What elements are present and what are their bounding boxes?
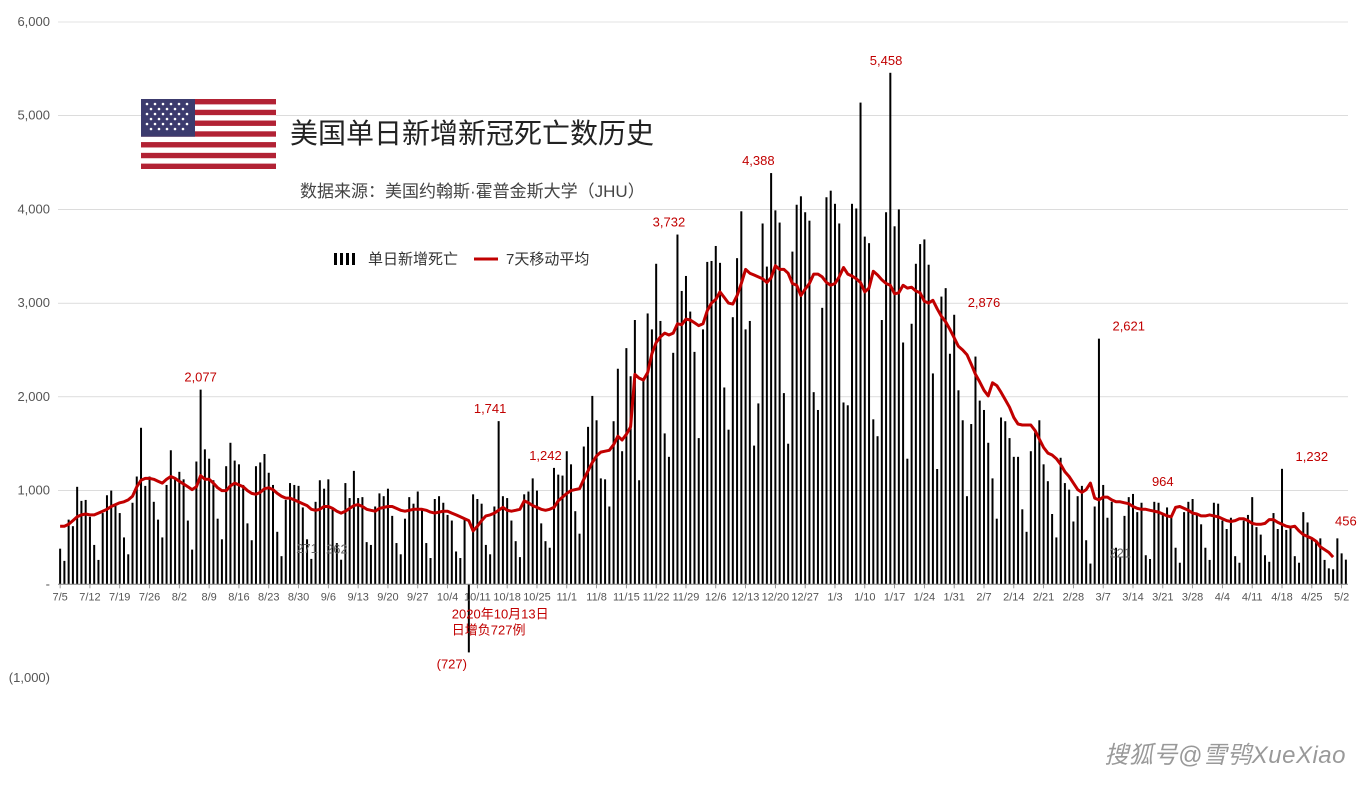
svg-text:3/28: 3/28	[1182, 591, 1203, 603]
svg-text:8/2: 8/2	[172, 591, 187, 603]
svg-text:8/9: 8/9	[201, 591, 216, 603]
svg-text:1/31: 1/31	[943, 591, 964, 603]
svg-text:5,458: 5,458	[870, 53, 903, 68]
svg-text:日增负727例: 日增负727例	[452, 622, 526, 637]
svg-text:8/16: 8/16	[228, 591, 249, 603]
svg-text:8/30: 8/30	[288, 591, 309, 603]
svg-text:262: 262	[326, 542, 348, 557]
svg-text:1/3: 1/3	[827, 591, 842, 603]
svg-text:5/2: 5/2	[1334, 591, 1349, 603]
svg-text:12/13: 12/13	[732, 591, 760, 603]
svg-text:3/21: 3/21	[1152, 591, 1173, 603]
svg-text:4,000: 4,000	[17, 201, 50, 216]
svg-text:2,621: 2,621	[1112, 319, 1145, 334]
svg-text:12/27: 12/27	[791, 591, 819, 603]
svg-text:1,000: 1,000	[17, 483, 50, 498]
svg-text:11/22: 11/22	[643, 591, 670, 603]
svg-text:11/29: 11/29	[673, 591, 700, 603]
svg-text:11/1: 11/1	[556, 591, 577, 603]
svg-text:1,232: 1,232	[1296, 449, 1329, 464]
svg-text:1,242: 1,242	[529, 448, 562, 463]
svg-text:964: 964	[1152, 474, 1174, 489]
svg-text:1/10: 1/10	[854, 591, 875, 603]
svg-text:单日新增死亡: 单日新增死亡	[368, 251, 458, 268]
svg-text:4/18: 4/18	[1271, 591, 1292, 603]
svg-text:456: 456	[1335, 514, 1357, 529]
watermark: 搜狐号@雪鸮XueXiao	[1104, 735, 1346, 770]
svg-text:3/14: 3/14	[1122, 591, 1143, 603]
svg-text:9/13: 9/13	[347, 591, 368, 603]
svg-text:3,000: 3,000	[17, 295, 50, 310]
svg-text:271: 271	[296, 541, 318, 556]
svg-text:8/23: 8/23	[258, 591, 279, 603]
chart-subtitle: 数据来源：美国约翰斯·霍普金斯大学（JHU）	[300, 182, 645, 201]
chart-container: (1,000) - 1,000 2,000 3,000 4,000 5,000 6,000 7/…	[0, 0, 1366, 786]
svg-text:5,000: 5,000	[17, 108, 50, 123]
svg-text:10/25: 10/25	[523, 591, 551, 603]
svg-text:1/24: 1/24	[914, 591, 935, 603]
svg-text:4,388: 4,388	[742, 153, 775, 168]
svg-text:2,000: 2,000	[17, 389, 50, 404]
svg-text:4/4: 4/4	[1215, 591, 1230, 603]
svg-text:7/5: 7/5	[52, 591, 67, 603]
svg-text:2020年10月13日: 2020年10月13日	[452, 606, 549, 621]
svg-text:11/8: 11/8	[586, 591, 607, 603]
svg-text:3/7: 3/7	[1096, 591, 1111, 603]
svg-text:12/20: 12/20	[762, 591, 790, 603]
svg-text:9/6: 9/6	[321, 591, 336, 603]
svg-text:3,732: 3,732	[653, 215, 686, 230]
svg-text:10/11: 10/11	[464, 591, 491, 603]
us-flag-icon	[141, 99, 276, 169]
svg-text:4/25: 4/25	[1301, 591, 1322, 603]
svg-text:12/6: 12/6	[705, 591, 726, 603]
svg-text:2/28: 2/28	[1063, 591, 1084, 603]
svg-text:7/26: 7/26	[139, 591, 160, 603]
svg-text:1/17: 1/17	[884, 591, 905, 603]
svg-text:2,077: 2,077	[184, 370, 217, 385]
svg-text:6,000: 6,000	[17, 14, 50, 29]
svg-text:(727): (727)	[437, 656, 467, 671]
svg-text:7/12: 7/12	[79, 591, 100, 603]
svg-text:7天移动平均: 7天移动平均	[506, 251, 589, 268]
svg-text:10/18: 10/18	[493, 591, 521, 603]
chart-title: 美国单日新增新冠死亡数历史	[290, 118, 654, 149]
svg-text:2,876: 2,876	[968, 295, 1001, 310]
svg-text:2/7: 2/7	[976, 591, 991, 603]
svg-text:9/27: 9/27	[407, 591, 428, 603]
svg-text:7/19: 7/19	[109, 591, 130, 603]
svg-text:11/15: 11/15	[613, 591, 640, 603]
svg-text:-: -	[46, 576, 50, 591]
svg-text:2/21: 2/21	[1033, 591, 1054, 603]
svg-text:1,741: 1,741	[474, 401, 507, 416]
svg-text:2/14: 2/14	[1003, 591, 1024, 603]
svg-text:221: 221	[1109, 546, 1131, 561]
svg-text:4/11: 4/11	[1242, 591, 1263, 603]
svg-text:(1,000): (1,000)	[9, 670, 50, 685]
svg-text:9/20: 9/20	[377, 591, 398, 603]
svg-text:10/4: 10/4	[437, 591, 458, 603]
